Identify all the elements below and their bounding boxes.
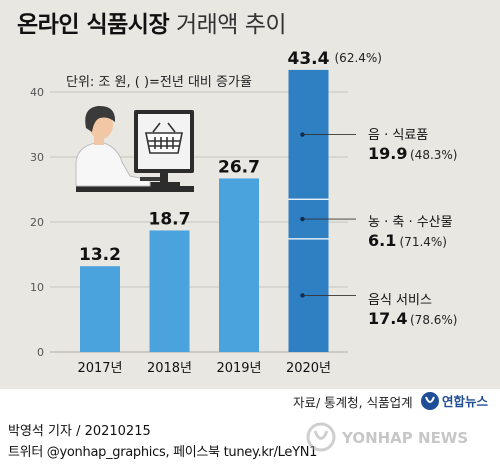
watermark-icon xyxy=(306,422,336,452)
x-tick-label: 2019년 xyxy=(216,361,261,376)
bar-2019년 xyxy=(219,178,259,352)
page-title: 온라인 식품시장 거래액 추이 xyxy=(17,8,287,42)
unit-note: 단위: 조 원, ( )=전년 대비 증가율 xyxy=(66,75,252,90)
bar-2017년 xyxy=(80,266,120,352)
watermark-text: YONHAP NEWS xyxy=(342,429,469,447)
bar-chart: 0 10 20 30 40 13.2 2017년 18.7 2018년 26.7 2019년 43.4… xyxy=(30,49,457,376)
segment-value: 19.9 xyxy=(368,144,407,163)
bar-growth-label: (62.4%) xyxy=(335,51,382,65)
person-body xyxy=(75,142,151,187)
y-tick-label: 0 xyxy=(37,346,44,359)
source-note: 자료/ 통계청, 식품업계 xyxy=(293,395,413,410)
y-tick-label: 30 xyxy=(30,151,44,164)
y-tick-label: 20 xyxy=(30,216,44,229)
watermark: YONHAP NEWS xyxy=(306,418,496,458)
desk xyxy=(76,186,194,192)
x-tick-label: 2018년 xyxy=(147,361,192,376)
segment-name: 농 · 축 · 수산물 xyxy=(368,215,453,230)
segment-value: 6.1 xyxy=(368,231,396,250)
segment-name: 음 · 식료품 xyxy=(368,128,428,143)
yonhap-logo-icon xyxy=(421,392,439,410)
monitor-base xyxy=(150,182,180,186)
bar-value-label: 26.7 xyxy=(218,157,260,177)
yonhap-logo: 연합뉴스 xyxy=(420,389,494,411)
segment-name: 음식 서비스 xyxy=(368,293,432,308)
segment-value: 17.4 xyxy=(368,309,407,328)
segment-growth: (48.3%) xyxy=(410,148,457,162)
bar-value-label: 13.2 xyxy=(79,245,121,265)
reporter-credit: 박영석 기자 / 20210215 xyxy=(8,424,151,439)
person-hair xyxy=(85,105,116,132)
shopping-person-illustration xyxy=(75,105,194,192)
segment-growth: (78.6%) xyxy=(410,313,457,327)
bar-2020년 xyxy=(288,69,329,353)
keyboard xyxy=(140,177,160,181)
logo-text: 연합뉴스 xyxy=(442,394,489,409)
monitor-stand xyxy=(160,173,168,182)
basket-icon xyxy=(145,122,183,154)
y-tick-label: 10 xyxy=(30,281,44,294)
bar-value-label: 43.4 xyxy=(288,49,330,69)
x-tick-label: 2017년 xyxy=(77,361,122,376)
bar-2018년 xyxy=(149,230,190,352)
bar-value-label: 18.7 xyxy=(149,209,191,229)
title-light: 거래액 추이 xyxy=(175,12,287,38)
title-bold: 온라인 식품시장 xyxy=(17,12,170,38)
segment-growth: (71.4%) xyxy=(400,235,447,249)
person-neck xyxy=(94,136,104,145)
y-tick-label: 40 xyxy=(30,86,44,99)
x-tick-label: 2020년 xyxy=(286,361,331,376)
social-credit: 트위터 @yonhap_graphics, 페이스북 tuney.kr/LeYN… xyxy=(8,445,318,460)
